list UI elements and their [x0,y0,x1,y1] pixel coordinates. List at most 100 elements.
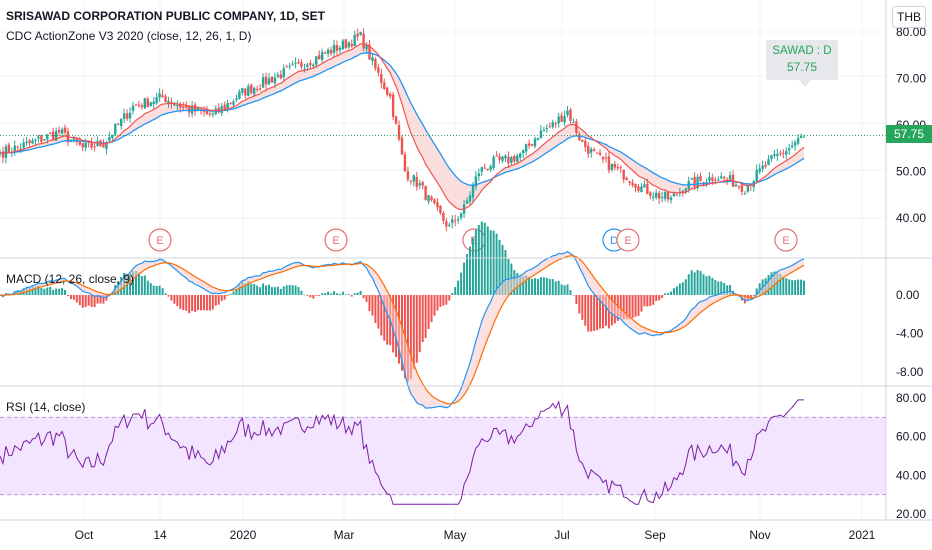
macd-bar [409,295,412,380]
candle-body [551,122,554,128]
candle-body [657,192,661,199]
macd-bar [776,272,779,295]
macd-bar [81,295,84,308]
candle-body [78,141,82,145]
candle-body [578,134,581,141]
macd-bar [273,287,276,295]
candle-body [613,164,617,168]
macd-bar [279,288,282,295]
macd-bar [646,295,649,307]
candle-body [663,192,667,199]
candle-body [471,185,475,198]
macd-bar [294,285,297,295]
macd-bar [468,246,471,295]
candle-body [409,180,413,182]
tooltip-symbol: SAWAD : D [772,45,832,57]
macd-bar [602,295,604,329]
macd-bar [330,293,333,295]
macd-bar [250,283,253,295]
macd-bar [182,295,185,311]
macd-bar [542,277,545,295]
currency-button[interactable]: THB [892,6,926,28]
pane-separators [0,0,932,521]
macd-bar [303,294,306,296]
y-tick-label: 80.00 [896,25,926,39]
macd-bar [619,295,622,318]
macd-bar [152,285,155,295]
macd-bar [327,291,330,295]
macd-bar [803,280,805,295]
candle-body [193,104,197,112]
candle-body [474,176,478,187]
event-label: D [610,235,618,247]
candle-body [28,140,31,144]
macd-bar [205,295,208,311]
macd-bar [58,288,61,295]
candle-body [149,102,152,107]
macd-bar [563,285,566,295]
event-marker[interactable]: E [774,228,798,252]
macd-bar [489,230,492,295]
event-marker[interactable]: E [324,228,348,252]
macd-bar [66,295,69,296]
candle-body [557,116,560,124]
candle-body [725,179,729,181]
event-marker[interactable]: E [616,228,640,252]
macd-bar [40,287,43,295]
candle-body [510,156,513,164]
event-label: E [332,235,339,247]
macd-bar [687,274,690,295]
last-price-tag: 57.75 [886,125,932,143]
macd-bar [312,295,315,299]
macd-bar [93,295,96,308]
candle-body [179,104,182,108]
macd-bar [241,281,244,295]
macd-bar [628,295,631,319]
candle-body [722,176,726,179]
macd-bar [584,295,587,326]
event-label: E [624,235,631,247]
macd-bar [371,295,374,316]
candle-body [108,136,111,141]
candle-body [380,74,383,83]
candle-body [253,87,256,95]
candle-body [625,177,628,181]
candle-body [530,144,534,146]
candle-body [619,167,622,169]
candle-body [799,136,803,139]
candle-body [122,113,126,119]
macd-bar [560,284,563,295]
macd-bar [726,285,729,295]
candle-body [161,95,164,97]
candle-body [90,142,93,148]
macd-bar [640,295,643,312]
event-marker[interactable]: E [148,228,172,252]
candle-body [134,104,138,106]
macd-bar [572,294,575,296]
y-tick-label: 80.00 [896,391,926,405]
candle-body [338,47,342,51]
y-tick-label: -8.00 [896,365,924,379]
macd-bar [265,285,268,295]
macd-bar [34,286,37,295]
candle-body [155,97,158,104]
candle-body [708,176,711,181]
rsi-title: RSI (14, close) [6,400,86,414]
macd-bar [693,272,696,295]
macd-bar [406,295,409,382]
macd-bar [539,277,542,295]
candle-body [270,76,274,83]
macd-bar [202,295,205,311]
candle-body [569,109,572,121]
macd-bar [315,295,318,296]
macd-bar [492,230,495,295]
macd-bar [690,270,693,295]
candle-body [767,159,770,166]
candle-body [693,176,696,187]
candle-body [566,110,569,116]
candle-body [652,196,655,198]
candle-body [329,49,333,54]
macd-bar [288,284,291,295]
candle-body [383,82,386,90]
